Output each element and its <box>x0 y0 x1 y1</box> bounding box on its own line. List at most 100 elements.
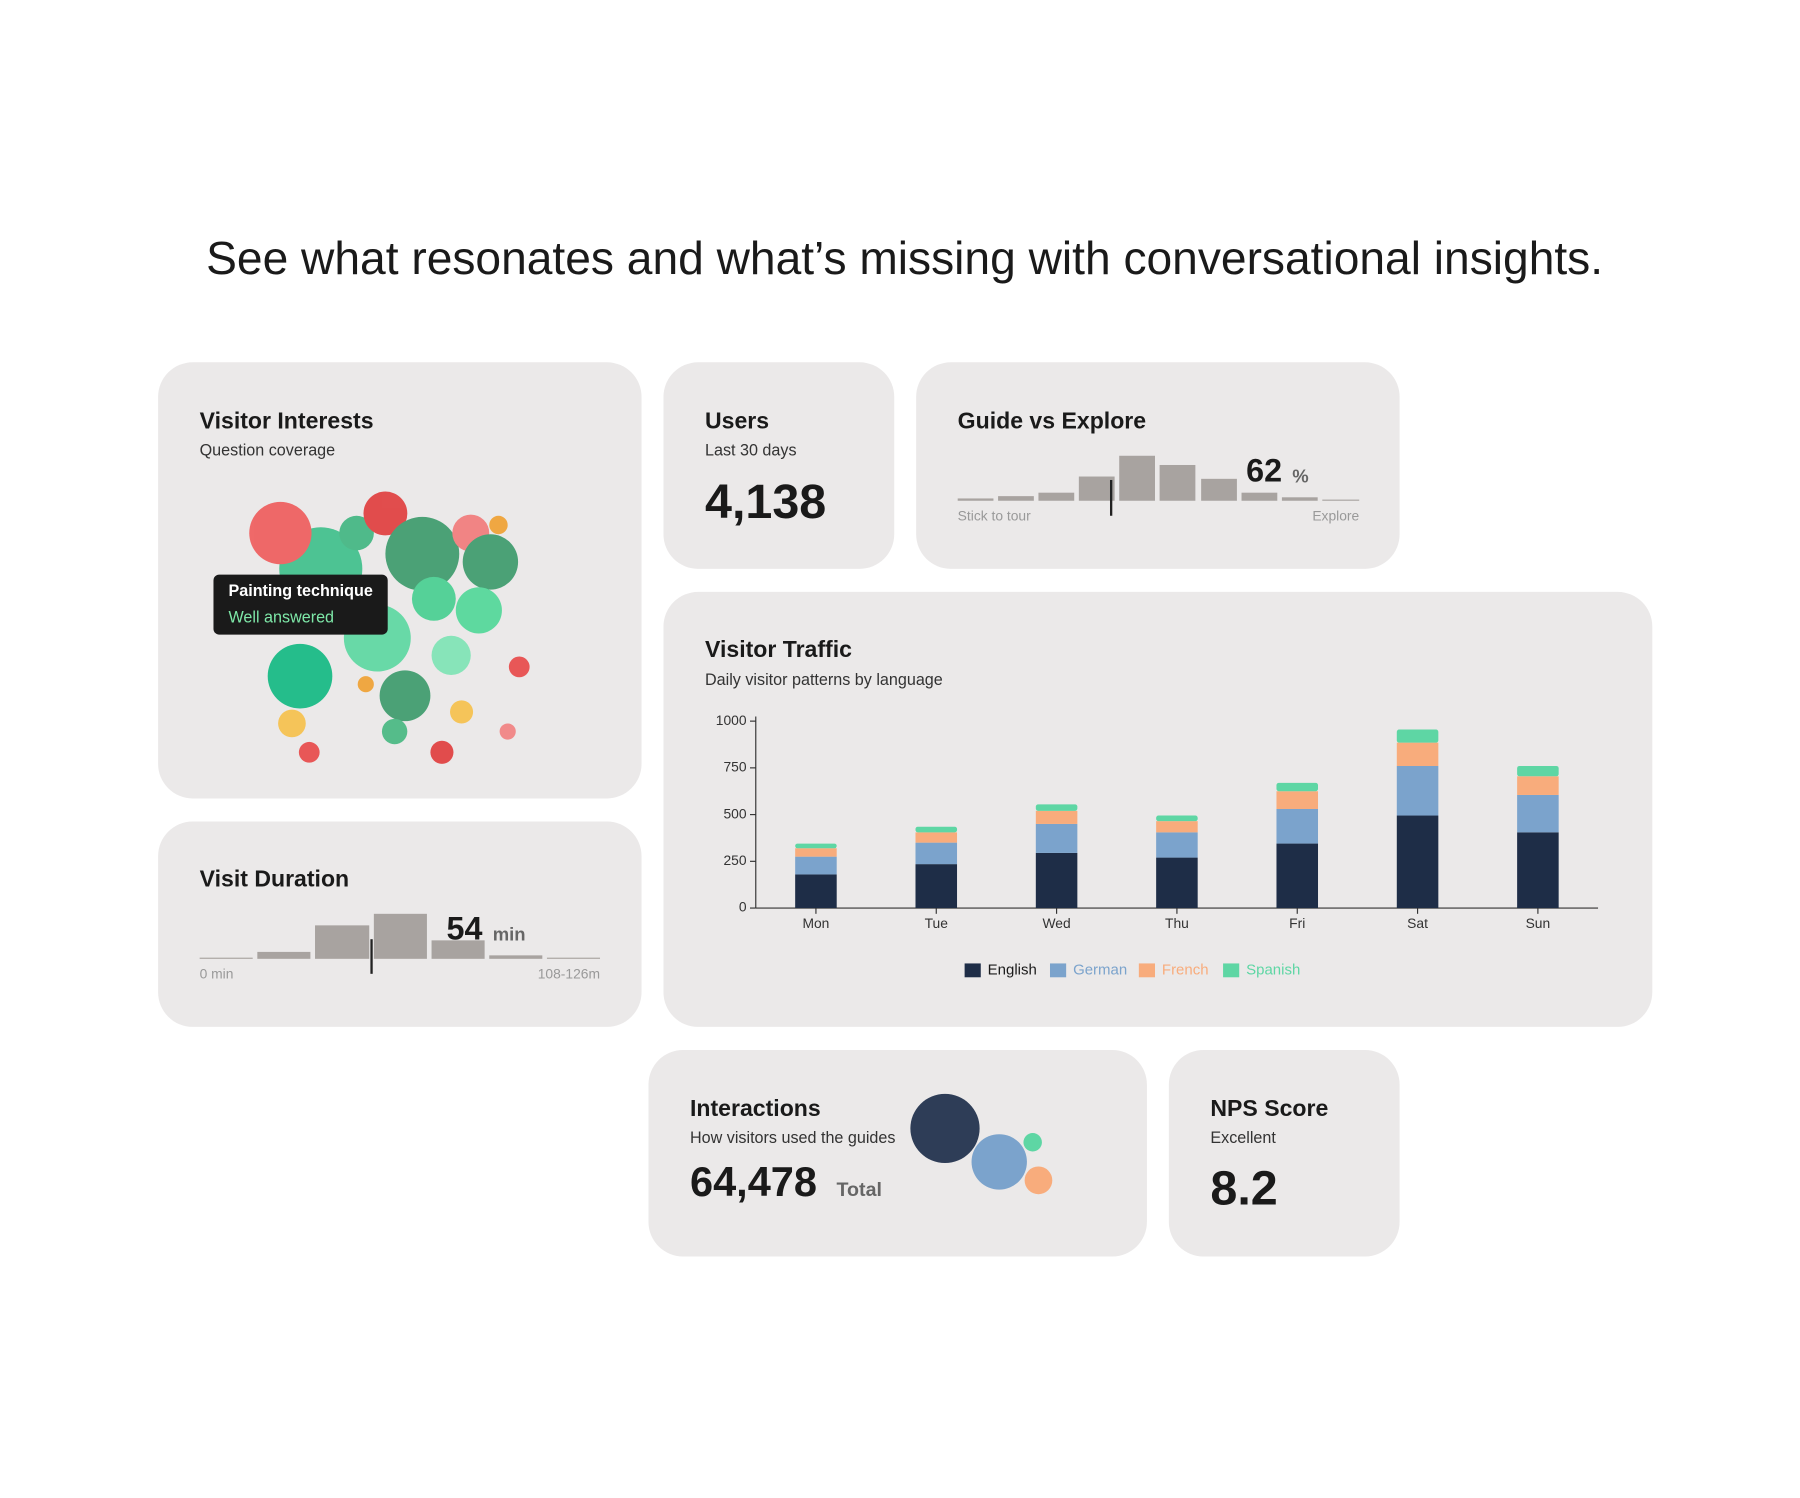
legend-label: French <box>1162 961 1209 978</box>
bar-segment <box>1396 742 1439 766</box>
bubble <box>249 501 312 565</box>
card <box>1168 1049 1400 1257</box>
bubble <box>499 723 516 740</box>
axis-label: 0 min <box>200 966 234 982</box>
card-value: 54 <box>447 911 483 947</box>
card-title: Interactions <box>690 1095 821 1121</box>
x-tick-label: Wed <box>1042 915 1070 931</box>
card-subtitle: Excellent <box>1210 1129 1276 1147</box>
hist-bar <box>1281 497 1318 501</box>
card-value: 8.2 <box>1210 1162 1277 1216</box>
bar-segment <box>795 856 837 875</box>
legend-label: Spanish <box>1246 961 1300 978</box>
card-subtitle: Last 30 days <box>705 441 797 459</box>
bubble <box>298 741 320 763</box>
axis-label: 108-126m <box>538 966 600 982</box>
axis-label: Stick to tour <box>958 508 1031 524</box>
hist-bar <box>489 955 543 959</box>
bar-segment <box>795 848 837 857</box>
tooltip-status: Well answered <box>228 609 334 627</box>
hist-bar <box>431 940 485 959</box>
bar-segment <box>1276 843 1319 909</box>
bar-segment <box>1396 765 1439 816</box>
hist-bar <box>257 951 311 959</box>
bar-segment <box>1517 765 1559 777</box>
card <box>648 1049 1147 1257</box>
card-subtitle: How visitors used the guides <box>690 1129 895 1147</box>
card-title: Visit Duration <box>200 865 350 891</box>
hist-bar <box>1159 464 1196 501</box>
card-title: Visitor Interests <box>200 407 374 433</box>
hist-bar <box>1119 455 1155 501</box>
x-tick-label: Tue <box>925 915 949 931</box>
x-tick-label: Thu <box>1165 915 1189 931</box>
hist-bar <box>315 925 370 959</box>
bar-segment <box>1517 832 1559 909</box>
bar-segment <box>1035 804 1078 811</box>
hist-bar <box>373 913 427 959</box>
legend-swatch <box>1049 963 1067 978</box>
traffic-chart: 0 250 500 750 1000 Mon Tue Wed Thu Fri Sat Sun Engli… <box>716 712 1599 978</box>
legend-label: English <box>988 961 1037 978</box>
y-tick-label: 1000 <box>716 712 747 728</box>
card <box>916 362 1400 569</box>
bar-segment <box>1517 794 1559 833</box>
marker <box>1109 479 1113 516</box>
bubble <box>1023 1133 1042 1152</box>
x-tick-label: Fri <box>1289 915 1305 931</box>
card-unit: min <box>493 924 526 945</box>
card-unit: Total <box>837 1179 882 1201</box>
bar-segment <box>1517 776 1559 795</box>
hist-bar <box>1241 492 1278 501</box>
bubble <box>267 643 333 709</box>
bubble <box>339 515 374 551</box>
bubble <box>971 1134 1027 1190</box>
axis-label: Explore <box>1312 508 1359 524</box>
hist-bar <box>957 498 994 501</box>
bar-segment <box>1035 852 1078 909</box>
card-value: 64,478 <box>690 1158 817 1205</box>
bar-segment <box>915 864 958 909</box>
card-title: Visitor Traffic <box>705 636 852 662</box>
bubble <box>278 709 306 738</box>
bar-segment <box>1156 815 1198 822</box>
bubble <box>910 1093 980 1164</box>
bubble <box>508 656 530 678</box>
histogram <box>957 455 1360 516</box>
bubble <box>450 700 474 724</box>
card-unit: % <box>1292 466 1308 487</box>
bubble <box>385 516 460 591</box>
bar-segment <box>1156 832 1198 858</box>
bubbles <box>249 491 530 764</box>
bar-segment <box>1396 815 1439 909</box>
bubble <box>363 491 408 536</box>
bar-segment <box>1035 810 1078 824</box>
bubble <box>462 534 519 590</box>
y-tick-label: 750 <box>723 759 746 775</box>
bar-segment <box>1276 808 1319 844</box>
bar-segment <box>1276 782 1319 792</box>
tooltip-title: Painting technique <box>228 582 372 600</box>
card-title: Guide vs Explore <box>958 407 1147 433</box>
card-value: 62 <box>1246 453 1282 489</box>
bubble <box>430 740 454 764</box>
bubble <box>1024 1166 1053 1195</box>
bubble <box>357 676 374 693</box>
card-title: NPS Score <box>1210 1095 1328 1121</box>
tooltip <box>213 574 388 635</box>
x-tick-label: Sun <box>1526 915 1551 931</box>
headline: See what resonates and what’s missing wi… <box>206 232 1603 284</box>
bar-segment <box>915 842 958 865</box>
bubble <box>411 576 456 621</box>
hist-bar <box>1038 492 1075 501</box>
hist-bar <box>199 957 253 959</box>
legend-label: German <box>1073 961 1127 978</box>
bar-segment <box>795 843 837 849</box>
card-subtitle: Daily visitor patterns by language <box>705 671 943 689</box>
bubble <box>379 670 431 722</box>
bar-segment <box>1156 857 1198 909</box>
x-tick-label: Sat <box>1407 915 1428 931</box>
bar-segment <box>915 832 958 843</box>
card-title: Users <box>705 407 769 433</box>
